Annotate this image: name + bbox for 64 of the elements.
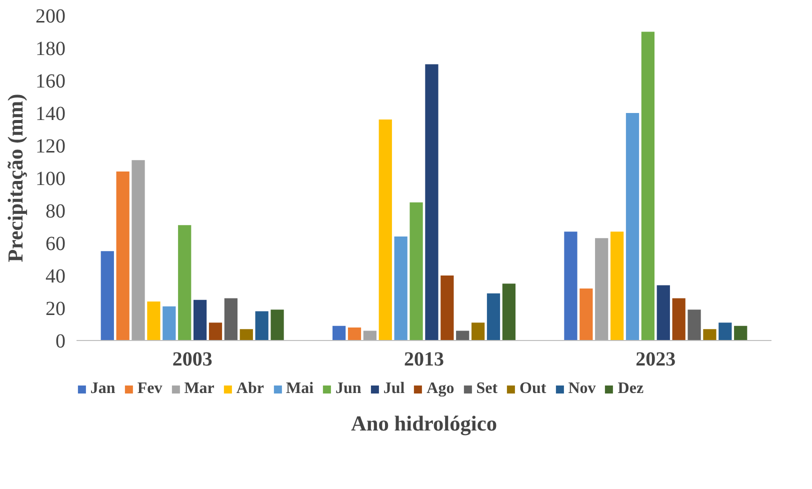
bar (394, 236, 408, 340)
y-tick-label: 100 (36, 168, 66, 190)
bar (348, 328, 362, 340)
bar (641, 32, 655, 340)
bar (378, 120, 392, 340)
bar (208, 322, 222, 340)
x-axis-title: Ano hidrológico (351, 412, 497, 436)
bar (703, 329, 716, 340)
bar (255, 311, 268, 340)
y-tick-label: 140 (36, 103, 66, 125)
bar (610, 232, 624, 340)
bar (425, 64, 438, 340)
bar (688, 310, 701, 340)
x-tick-label: 2003 (172, 348, 212, 370)
y-tick-label: 60 (46, 233, 66, 255)
y-tick-label: 20 (46, 298, 66, 320)
legend-label: Jun (336, 380, 362, 398)
bar (410, 202, 423, 340)
legend-label: Fev (137, 380, 162, 398)
bar (456, 330, 470, 340)
bar (332, 326, 346, 340)
bar (193, 300, 207, 340)
y-tick-label: 80 (46, 200, 66, 222)
bar (178, 225, 192, 340)
bar (626, 113, 640, 340)
y-tick-label: 0 (56, 330, 66, 352)
x-tick-label: 2023 (636, 348, 676, 370)
bar (100, 251, 114, 340)
bar (440, 276, 454, 340)
legend-label: Jul (383, 380, 405, 398)
bar (564, 232, 578, 340)
legend-label: Out (520, 380, 546, 398)
legend-label: Jan (90, 380, 116, 398)
legend-label: Set (476, 380, 498, 398)
bar (270, 310, 284, 340)
bar (734, 326, 748, 340)
bar (240, 329, 253, 340)
bar (471, 322, 485, 340)
bar (718, 322, 732, 340)
legend-label: Mar (184, 380, 214, 398)
legend-label: Ago (426, 380, 454, 398)
bar (116, 172, 130, 340)
legend-label: Abr (236, 380, 264, 398)
legend-label: Dez (618, 380, 644, 398)
legend-label: Nov (568, 380, 596, 398)
bar (147, 302, 160, 340)
bar (363, 330, 377, 340)
bar (656, 285, 670, 340)
y-tick-label: 40 (46, 266, 66, 288)
bar (580, 288, 593, 340)
bar (162, 306, 176, 340)
legend-label: Mai (286, 380, 314, 398)
bar (595, 238, 608, 340)
y-tick-label: 180 (36, 38, 66, 60)
bar (486, 293, 500, 340)
y-tick-label: 120 (36, 136, 66, 158)
y-tick-label: 200 (36, 6, 66, 28)
x-tick-label: 2013 (404, 348, 444, 370)
bar (224, 298, 238, 340)
bar (672, 298, 686, 340)
bar (502, 284, 516, 340)
y-axis-title: Precipitação (mm) (4, 94, 28, 262)
y-tick-label: 160 (36, 70, 66, 92)
bar (132, 160, 145, 340)
